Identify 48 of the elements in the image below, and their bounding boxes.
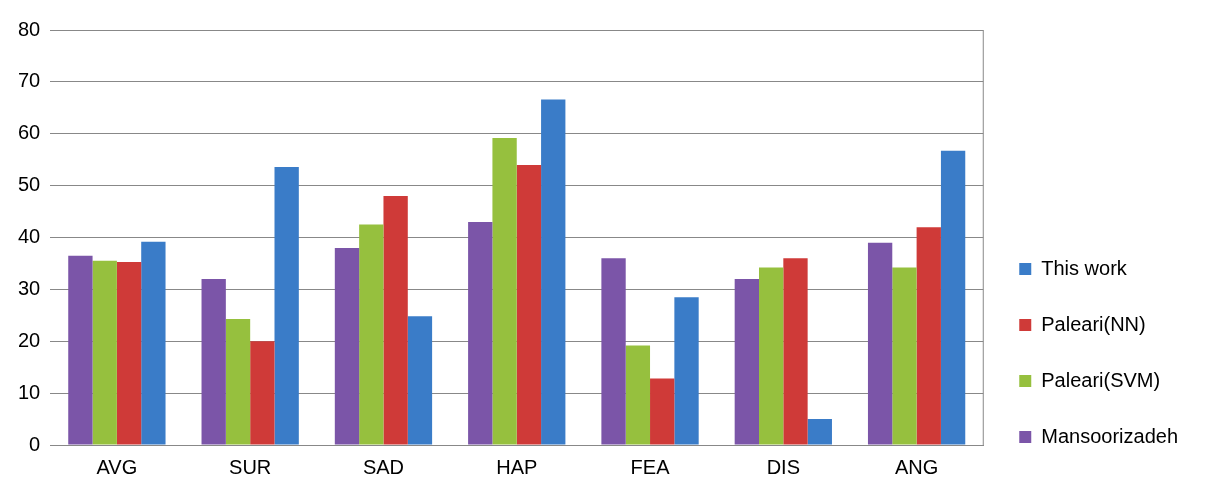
- bar: [225, 318, 251, 445]
- bar: [916, 227, 941, 445]
- bar: [734, 279, 759, 445]
- y-tick-label: 70: [18, 69, 41, 92]
- bar: [601, 258, 626, 445]
- bar: [940, 150, 966, 445]
- bar: [274, 166, 299, 445]
- y-tick-label: 80: [18, 17, 41, 40]
- x-tick-label: SUR: [229, 455, 272, 478]
- y-tick-label: 10: [18, 380, 41, 403]
- bar: [359, 224, 384, 445]
- y-tick-label: 60: [18, 121, 41, 144]
- x-tick-label: HAP: [496, 455, 538, 478]
- x-tick-label: SAD: [362, 455, 405, 478]
- bar: [674, 297, 699, 445]
- bar: [334, 247, 360, 445]
- x-tick-label: FEA: [630, 455, 671, 478]
- bar: [625, 345, 651, 445]
- bar: [759, 267, 784, 445]
- bar: [407, 316, 433, 445]
- y-tick-label: 40: [18, 225, 41, 248]
- bar: [516, 164, 542, 445]
- bar: [383, 196, 408, 445]
- bar: [468, 221, 493, 445]
- bar: [250, 341, 275, 445]
- bar: [892, 267, 917, 445]
- bar: [141, 241, 166, 445]
- bar: [541, 99, 566, 445]
- legend-label: This work: [1041, 256, 1128, 279]
- x-tick-label: ANG: [894, 455, 939, 478]
- x-tick-label: DIS: [766, 455, 800, 478]
- bar: [807, 419, 832, 445]
- legend-label: Mansoorizadeh: [1041, 424, 1178, 447]
- y-tick-label: 30: [18, 276, 41, 299]
- y-tick-label: 0: [29, 432, 41, 455]
- bar: [783, 258, 808, 445]
- bar: [650, 378, 675, 445]
- bar: [68, 255, 93, 445]
- legend-label: Paleari(NN): [1041, 312, 1146, 335]
- legend-label: Paleari(SVM): [1041, 368, 1161, 391]
- bar: [92, 260, 117, 445]
- x-tick-label: AVG: [96, 455, 138, 478]
- bar: [116, 261, 142, 445]
- y-tick-label: 20: [18, 328, 41, 351]
- bar: [201, 279, 226, 445]
- y-tick-label: 50: [18, 173, 41, 196]
- bar: [867, 242, 893, 445]
- bar: [492, 137, 517, 445]
